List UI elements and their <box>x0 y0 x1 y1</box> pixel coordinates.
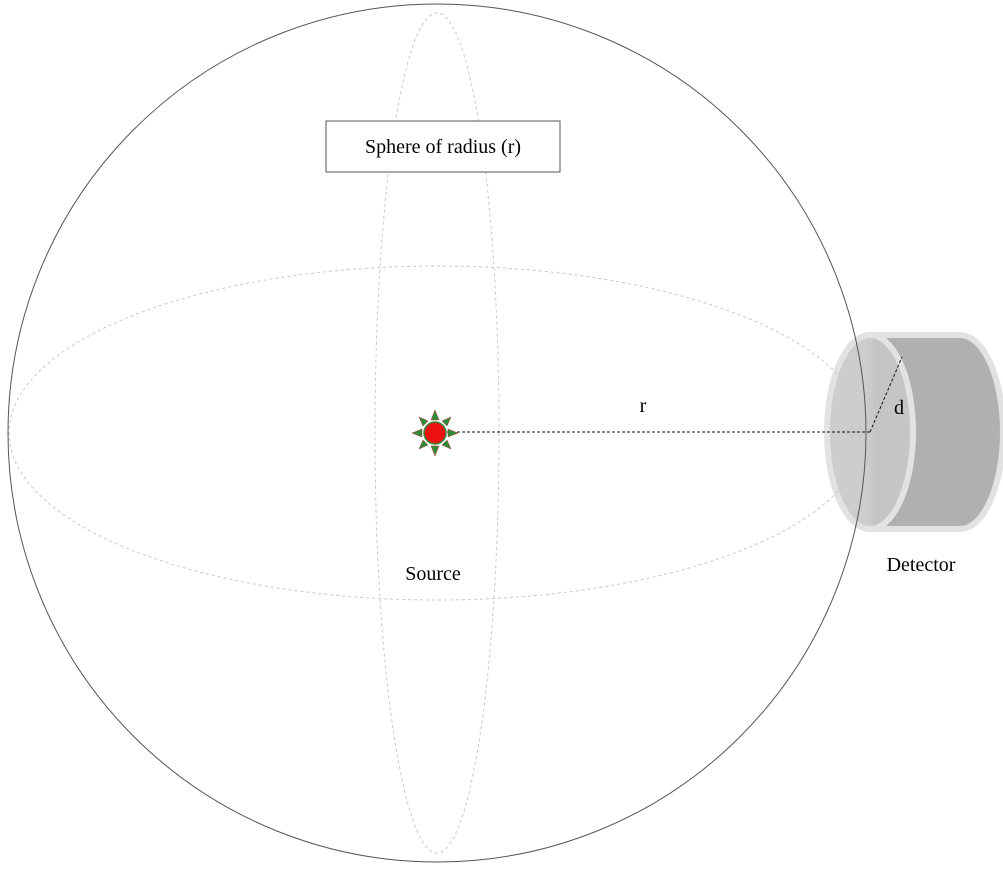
sphere-outline <box>7 3 867 863</box>
equator-ellipse <box>8 265 866 601</box>
detector-depth-line <box>869 356 903 433</box>
detector <box>824 332 1003 532</box>
source-label: Source <box>405 563 461 585</box>
source-icon <box>411 409 459 457</box>
sphere-label-box <box>325 120 561 173</box>
detector-depth-label: d <box>894 397 904 419</box>
sphere-label: Sphere of radius (r) <box>365 136 521 158</box>
radius-label: r <box>640 395 647 417</box>
detector-label: Detector <box>887 554 956 576</box>
meridian-ellipse <box>374 12 500 854</box>
